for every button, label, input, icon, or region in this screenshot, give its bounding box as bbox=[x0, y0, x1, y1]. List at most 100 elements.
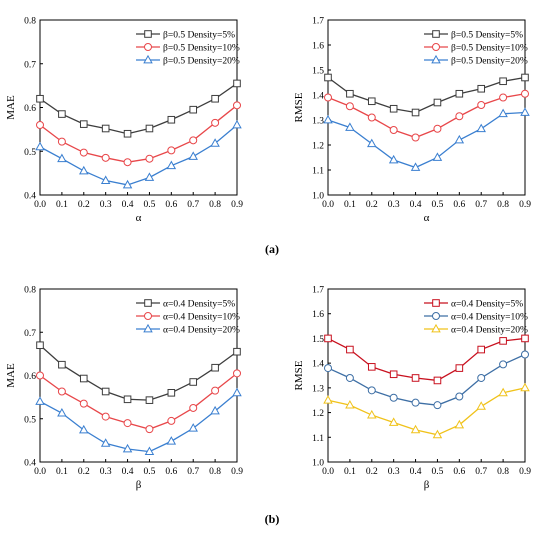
data-point bbox=[520, 107, 530, 116]
x-tick-label: 0.4 bbox=[122, 467, 134, 477]
y-tick-label: 0.4 bbox=[24, 459, 36, 469]
data-point bbox=[101, 412, 110, 421]
data-point bbox=[499, 93, 508, 102]
data-point bbox=[79, 424, 89, 434]
legend-label: β=0.5 Density=20% bbox=[451, 57, 528, 67]
plot-frame bbox=[327, 288, 526, 463]
y-tick-label: 0.5 bbox=[24, 415, 36, 425]
legend-marker bbox=[432, 299, 440, 307]
x-tick-label: 0.5 bbox=[144, 200, 156, 210]
data-point bbox=[79, 374, 88, 383]
x-axis-label: α bbox=[424, 212, 430, 224]
x-tick-label: 0.6 bbox=[453, 200, 465, 210]
data-point bbox=[123, 395, 132, 404]
y-axis-label: RMSE bbox=[293, 360, 305, 390]
x-tick-label: 0.9 bbox=[519, 200, 531, 210]
x-tick-label: 0.7 bbox=[187, 467, 199, 477]
data-point bbox=[411, 133, 420, 142]
data-point bbox=[345, 102, 354, 111]
x-tick-label: 0.4 bbox=[410, 467, 422, 477]
data-point bbox=[233, 347, 241, 356]
data-point bbox=[57, 153, 67, 163]
series-line bbox=[327, 337, 526, 382]
panel-a-right: 0.0 0.1 0.2 0.3 0.4 0.5 0.6 0.7 0.8 0.9 1.0 1.1 1.2 1… bbox=[293, 17, 531, 225]
data-point bbox=[476, 401, 486, 410]
data-point bbox=[123, 419, 132, 428]
data-point bbox=[411, 374, 420, 382]
x-tick-label: 0.1 bbox=[56, 467, 68, 477]
x-tick-label: 0.1 bbox=[344, 467, 356, 477]
panel-b-right: 0.0 0.1 0.2 0.3 0.4 0.5 0.6 0.7 0.8 0.9 1.0 1.1 1.2 1… bbox=[293, 286, 531, 492]
data-point bbox=[411, 398, 420, 407]
data-point bbox=[521, 73, 529, 82]
x-tick-label: 0.3 bbox=[388, 200, 400, 210]
data-point bbox=[367, 363, 376, 371]
series-line bbox=[39, 372, 238, 430]
y-axis-label: MAE bbox=[5, 95, 17, 120]
data-point bbox=[454, 419, 465, 429]
series-line bbox=[327, 387, 526, 436]
y-axis-label: MAE bbox=[5, 363, 17, 388]
subfigure-label-b: (b) bbox=[265, 512, 280, 526]
data-point bbox=[521, 89, 529, 98]
data-point bbox=[433, 401, 442, 410]
data-point bbox=[499, 360, 508, 369]
y-tick-label: 1.0 bbox=[312, 459, 324, 469]
data-point bbox=[167, 146, 176, 155]
data-point bbox=[233, 101, 241, 110]
data-point bbox=[520, 382, 530, 392]
y-tick-label: 1.2 bbox=[312, 142, 324, 152]
data-point bbox=[188, 151, 198, 160]
data-point bbox=[477, 345, 486, 354]
data-point bbox=[324, 364, 332, 373]
data-point bbox=[345, 373, 354, 382]
legend-marker bbox=[144, 299, 152, 307]
data-point bbox=[100, 175, 111, 184]
data-point bbox=[58, 360, 66, 369]
x-axis-label: α bbox=[136, 212, 142, 224]
series-line bbox=[327, 93, 526, 139]
y-tick-label: 0.4 bbox=[24, 192, 36, 202]
series-line bbox=[327, 353, 526, 406]
data-point bbox=[101, 124, 110, 133]
x-axis-label: β bbox=[136, 479, 142, 491]
data-point bbox=[145, 425, 154, 434]
legend-marker bbox=[144, 30, 152, 38]
data-point bbox=[35, 396, 45, 405]
legend-label: α=0.4 Density=10% bbox=[163, 313, 240, 323]
data-point bbox=[79, 399, 88, 408]
data-point bbox=[232, 387, 242, 397]
x-tick-label: 0.8 bbox=[497, 200, 509, 210]
data-point bbox=[79, 148, 88, 157]
data-point bbox=[345, 122, 355, 131]
y-tick-label: 0.7 bbox=[24, 329, 36, 339]
y-tick-label: 1.5 bbox=[312, 67, 324, 77]
data-point bbox=[122, 443, 133, 453]
data-point bbox=[388, 154, 399, 164]
data-point bbox=[167, 416, 176, 425]
data-point bbox=[211, 94, 219, 103]
x-tick-label: 0.4 bbox=[122, 200, 134, 210]
data-point bbox=[346, 89, 354, 98]
data-point bbox=[477, 84, 486, 93]
data-point bbox=[499, 77, 507, 86]
series-line bbox=[39, 104, 238, 163]
data-point bbox=[211, 118, 220, 127]
data-point bbox=[36, 341, 44, 350]
data-point bbox=[57, 137, 66, 146]
y-tick-label: 1.3 bbox=[312, 117, 324, 127]
data-point bbox=[210, 405, 220, 415]
y-tick-label: 1.1 bbox=[312, 434, 324, 444]
data-point bbox=[388, 417, 399, 426]
data-point bbox=[36, 121, 44, 129]
x-tick-label: 0.6 bbox=[165, 467, 177, 477]
data-point bbox=[389, 104, 398, 113]
data-point bbox=[367, 138, 377, 148]
x-tick-label: 0.9 bbox=[231, 467, 243, 477]
legend-marker bbox=[144, 312, 152, 320]
data-point bbox=[324, 73, 332, 82]
data-point bbox=[232, 119, 242, 129]
legend-marker bbox=[144, 43, 152, 51]
data-point bbox=[389, 370, 398, 379]
data-point bbox=[101, 387, 110, 396]
